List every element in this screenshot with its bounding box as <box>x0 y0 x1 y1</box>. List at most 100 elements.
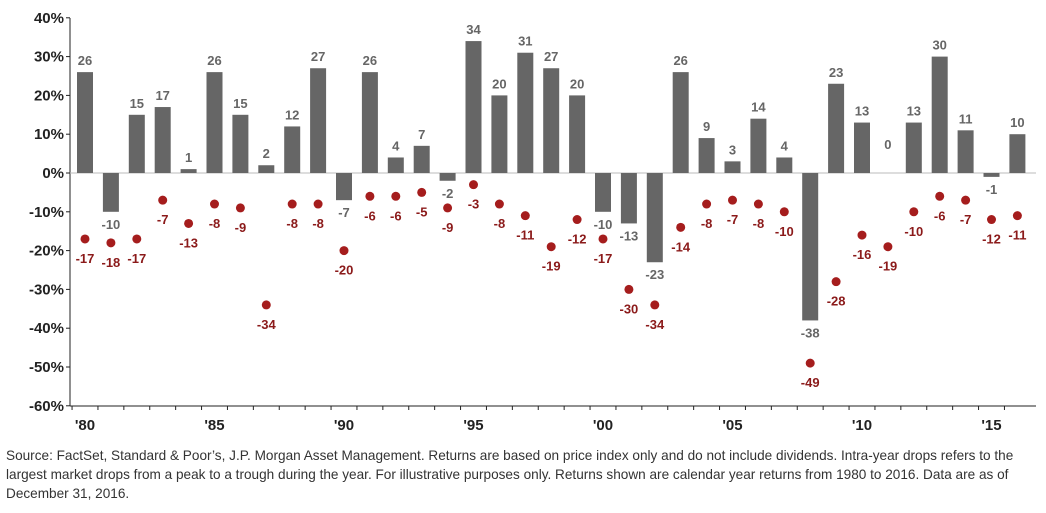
intra-year-drop-label: -17 <box>76 251 95 266</box>
intra-year-drop-label: -7 <box>960 212 972 227</box>
return-label: 9 <box>703 119 710 134</box>
x-tick-label: '00 <box>593 417 613 434</box>
intra-year-drop-dot <box>339 246 349 256</box>
intra-year-drop-dot <box>106 238 116 248</box>
return-bar <box>931 56 948 173</box>
return-bar <box>439 173 456 181</box>
intra-year-drop-dot <box>391 191 401 201</box>
intra-year-drop-label: -6 <box>390 208 402 223</box>
return-bar <box>77 72 93 173</box>
return-label: 1 <box>185 150 192 165</box>
intra-year-drop-label: -8 <box>312 216 324 231</box>
return-bar <box>1009 134 1026 173</box>
intra-year-drop-dot <box>365 191 375 201</box>
return-label: 4 <box>781 138 789 153</box>
return-bar <box>517 52 534 173</box>
return-label: 17 <box>155 88 169 103</box>
return-bar <box>128 114 145 173</box>
return-label: -2 <box>442 186 454 201</box>
return-label: 11 <box>959 111 973 126</box>
return-bar <box>646 173 663 263</box>
return-bar <box>776 157 793 173</box>
intra-year-drop-dot <box>520 211 530 221</box>
return-bar <box>154 107 171 173</box>
intra-year-drop-dot <box>184 218 194 228</box>
intra-year-drop-dot <box>598 234 608 244</box>
return-label: 26 <box>363 53 377 68</box>
return-label: 14 <box>751 100 766 115</box>
intra-year-drop-dot <box>287 199 297 209</box>
intra-year-drop-label: -49 <box>801 375 820 390</box>
intra-year-drop-dot <box>961 195 971 205</box>
return-label: 27 <box>544 49 558 64</box>
return-bar <box>905 122 922 173</box>
intra-year-drop-dot <box>728 195 737 205</box>
intra-year-drop-dot <box>805 358 815 368</box>
y-tick-label: -20% <box>29 243 64 260</box>
return-label: 34 <box>466 22 481 37</box>
intra-year-drop-dot <box>572 215 582 225</box>
intra-year-drop-dot <box>158 195 168 205</box>
return-label: 26 <box>673 53 687 68</box>
return-bar <box>802 173 819 321</box>
return-bar <box>465 41 482 173</box>
return-bar <box>258 165 275 173</box>
return-label: 20 <box>570 76 584 91</box>
return-label: 3 <box>729 142 736 157</box>
return-bar <box>957 130 974 173</box>
return-label: 20 <box>492 76 506 91</box>
intra-year-drop-label: -34 <box>645 317 665 332</box>
return-bar <box>724 161 741 173</box>
x-tick-label: '95 <box>463 417 483 434</box>
return-bar <box>102 173 119 212</box>
intra-year-drop-label: -14 <box>671 239 691 254</box>
intra-year-drop-label: -8 <box>753 216 765 231</box>
chart: 40% 30% 20% 10% 0% -10% -20% -30% -40% -50% -60% 2… <box>29 10 1036 434</box>
y-tick-label: -60% <box>29 398 64 415</box>
intra-year-drop-label: -8 <box>286 216 298 231</box>
intra-year-drop-label: -16 <box>853 247 872 262</box>
intra-year-drop-label: -7 <box>727 212 739 227</box>
intra-year-drop-dot <box>546 242 556 252</box>
return-bar <box>698 138 715 173</box>
return-label: 26 <box>207 53 221 68</box>
intra-year-drop-dot <box>261 300 271 310</box>
intra-year-drop-dot <box>210 199 219 209</box>
y-tick-label: 10% <box>34 126 64 143</box>
x-tick-label: '15 <box>981 417 1001 434</box>
return-bar <box>336 173 352 201</box>
return-bar <box>310 68 327 173</box>
return-label: 15 <box>233 96 247 111</box>
intra-year-drop-dot <box>469 180 478 190</box>
intra-year-drop-dot <box>235 203 245 213</box>
intra-year-drop-dots: -17 -18 -17 -7 -13 -8 -9 -34 -8 -8 -20 -6 -6 -5 -9 -3 -8… <box>76 180 1026 390</box>
intra-year-drop-label: -18 <box>102 255 121 270</box>
x-tick-label: '10 <box>852 417 872 434</box>
intra-year-drop-dot <box>624 284 634 294</box>
x-tick-label: '85 <box>204 417 224 434</box>
intra-year-drop-label: -20 <box>335 263 354 278</box>
intra-year-drop-label: -12 <box>568 232 587 247</box>
intra-year-drop-dot <box>132 234 142 244</box>
intra-year-drop-label: -11 <box>516 228 534 243</box>
intra-year-drop-dot <box>443 203 453 213</box>
return-label: 27 <box>311 49 325 64</box>
return-label: 2 <box>263 146 270 161</box>
y-tick-label: 30% <box>34 49 64 66</box>
x-tick-label: '90 <box>334 417 354 434</box>
return-bar <box>750 118 767 173</box>
return-bar <box>206 72 223 173</box>
return-bar <box>543 68 560 173</box>
intra-year-drop-dot <box>650 300 660 310</box>
intra-year-drop-label: -8 <box>701 216 713 231</box>
return-label: 10 <box>1010 115 1024 130</box>
intra-year-drop-label: -9 <box>235 220 247 235</box>
intra-year-drop-label: -8 <box>209 216 221 231</box>
return-label: -23 <box>645 267 664 282</box>
return-label: 23 <box>829 65 843 80</box>
return-label: -10 <box>594 217 613 232</box>
return-bar <box>284 126 301 173</box>
y-tick-label: 0% <box>42 165 64 182</box>
intra-year-drop-label: -34 <box>257 317 277 332</box>
return-bar <box>672 72 689 173</box>
